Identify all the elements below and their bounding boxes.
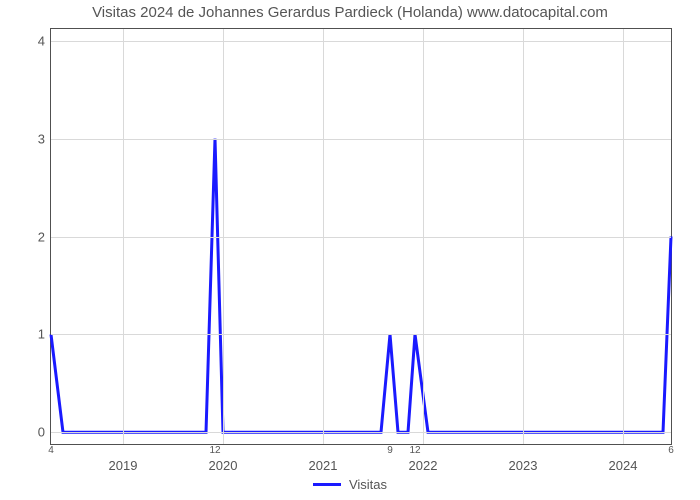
x-data-label: 9 (387, 445, 393, 456)
x-tick-label: 2024 (609, 458, 638, 473)
series-line (51, 139, 671, 433)
grid-line-v (223, 29, 224, 444)
grid-line-v (423, 29, 424, 444)
y-tick-label: 0 (38, 425, 45, 440)
x-tick-label: 2019 (109, 458, 138, 473)
grid-line-h (51, 432, 671, 433)
x-data-label: 6 (668, 445, 674, 456)
x-data-label: 4 (48, 445, 54, 456)
x-tick-label: 2023 (509, 458, 538, 473)
x-tick-label: 2022 (409, 458, 438, 473)
x-data-label: 12 (409, 445, 420, 456)
legend-swatch (313, 483, 341, 486)
x-tick-label: 2021 (309, 458, 338, 473)
legend-label: Visitas (349, 477, 387, 492)
grid-line-v (123, 29, 124, 444)
y-tick-label: 4 (38, 33, 45, 48)
y-tick-label: 1 (38, 327, 45, 342)
chart-container: { "chart": { "type": "line", "title": "V… (0, 0, 700, 500)
x-tick-label: 2020 (209, 458, 238, 473)
y-tick-label: 2 (38, 229, 45, 244)
legend: Visitas (0, 476, 700, 492)
grid-line-v (623, 29, 624, 444)
grid-line-v (323, 29, 324, 444)
grid-line-h (51, 334, 671, 335)
x-data-label: 12 (209, 445, 220, 456)
grid-line-v (523, 29, 524, 444)
grid-line-h (51, 41, 671, 42)
chart-title: Visitas 2024 de Johannes Gerardus Pardie… (0, 4, 700, 21)
plot-area: 012342019202020212022202320244129126 (50, 28, 672, 445)
grid-line-h (51, 139, 671, 140)
y-tick-label: 3 (38, 131, 45, 146)
grid-line-h (51, 237, 671, 238)
